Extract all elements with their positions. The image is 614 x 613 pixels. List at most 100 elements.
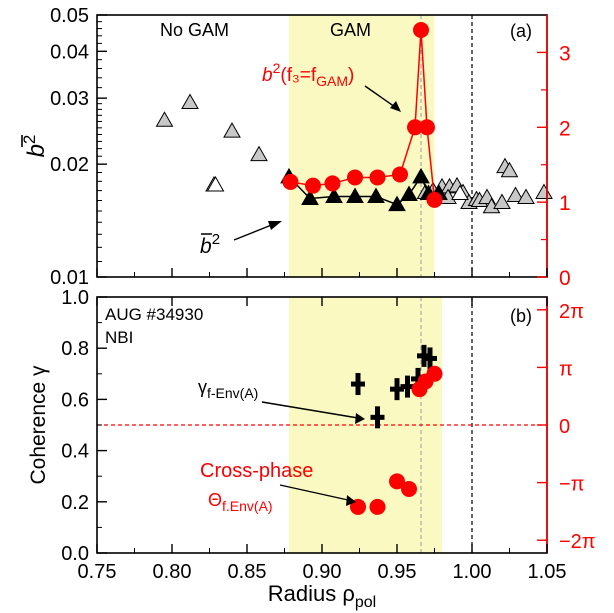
data-point-circle-red (347, 169, 363, 186)
data-point-triangle-gray (223, 122, 241, 138)
region-label-no-gam: No GAM (160, 20, 229, 40)
y-tick-label-b-right: 2π (559, 301, 584, 323)
data-point-triangle-gray (250, 145, 268, 162)
data-point-triangle-black (367, 187, 385, 203)
y-tick-label-b-left: 0.8 (61, 338, 89, 360)
data-point-circle-red (324, 175, 341, 192)
ann-red-mid: (f₃=f (280, 65, 316, 86)
series-line (290, 29, 436, 200)
y-axis-label-a: b2 (20, 135, 50, 158)
ann-gamma-sub: f-Env(A) (207, 385, 258, 401)
annotation-cross-phase-title: Cross-phase (200, 460, 313, 482)
y-label-a-sup: 2 (20, 135, 39, 144)
data-point-circle-red (305, 177, 321, 194)
ann-black-sup: 2 (212, 231, 220, 248)
annotation-cross-phase-arrow (279, 484, 349, 501)
data-point-circle-red (407, 119, 423, 136)
y-tick-label-a-left: 0.04 (50, 41, 89, 63)
y-tick-label-a-left: 0.01 (50, 267, 89, 289)
y-tick-label-b-left: 0.6 (61, 389, 89, 411)
annotation-cross-phase-arrowhead (346, 495, 356, 506)
annotation-b2-bar-arrowhead (268, 221, 282, 230)
data-point-circle-red (369, 498, 386, 515)
y-tick-label-b-right: 0 (559, 416, 570, 438)
y-tick-label-b-left: 0.4 (61, 441, 89, 463)
y-tick-label-b-left: 0.0 (61, 543, 89, 565)
data-marks-b (350, 344, 443, 515)
y-tick-label-a-right: 1 (559, 192, 571, 215)
data-point-circle-red (426, 191, 443, 208)
annotation-b2-fgam-arrowhead (390, 101, 401, 112)
panel-label-b: (b) (510, 306, 532, 326)
annotation-gamma: γf-Env(A) (198, 377, 365, 424)
data-point-circle-red (413, 21, 429, 38)
data-point-triangle-gray (535, 183, 553, 200)
annotation-theta-text: Θf.Env(A) (208, 490, 273, 514)
annotation-b2-bar: b2 (200, 221, 282, 258)
x-tick-label: 1.00 (453, 561, 492, 583)
y-tick-label-a-left: 0.05 (50, 5, 89, 27)
data-point-circle-red (369, 169, 386, 186)
x-tick-label: 0.90 (303, 561, 342, 583)
y-tick-label-a-right: 3 (559, 42, 571, 65)
ann-red-sup: 2 (273, 60, 281, 76)
ann-red-b: b (262, 65, 273, 86)
ann-theta-main: Θ (208, 490, 222, 510)
y-tick-label-b-right: π (559, 358, 573, 380)
y-axis-label-a-main: b2 (20, 135, 50, 158)
data-point-circle-red (389, 473, 405, 490)
x-tick-label: 0.95 (378, 561, 417, 583)
panel-label-a: (a) (510, 21, 532, 41)
ann-theta-sub: f.Env(A) (222, 498, 273, 514)
y-tick-label-b-right: −2π (559, 531, 596, 553)
y-tick-label-a-right: 2 (559, 117, 571, 140)
data-point-cross-horizontal (423, 355, 437, 361)
data-point-triangle-gray (506, 186, 525, 202)
data-point-circle-red (401, 481, 417, 497)
data-point-cross-horizontal (417, 353, 431, 359)
data-point-triangle-black (325, 187, 343, 203)
annotation-gamma-arrowhead (355, 413, 365, 424)
data-point-triangle-black (400, 185, 418, 201)
data-point-cross-horizontal (351, 381, 365, 387)
y-label-a-b: b (23, 144, 50, 157)
data-point-triangle-gray (181, 93, 199, 110)
data-point-triangle-gray (155, 111, 174, 127)
data-point-triangle-black (388, 195, 406, 212)
data-point-cross-horizontal (390, 386, 404, 392)
y-tick-label-a-left: 0.02 (50, 154, 89, 176)
data-point-triangle-black (412, 167, 430, 184)
data-point-triangle-gray (500, 161, 519, 178)
y-tick-label-b-left: 0.2 (61, 492, 89, 514)
x-tick-label: 0.80 (153, 561, 192, 583)
data-marks-a (155, 21, 553, 214)
x-tick-label: 1.05 (528, 561, 567, 583)
annotation-b2-fgam: b2(f₃=fGAM) (262, 60, 401, 112)
ticks-a: 0.01 0.02 0.03 0.04 0.05 0 1 2 3 (50, 5, 571, 290)
region-label-gam: GAM (330, 20, 371, 40)
annotation-b2-fgam-text: b2(f₃=fGAM) (262, 60, 354, 89)
data-point-triangle-black (301, 189, 319, 205)
annotation-b2-fgam-arrow (364, 85, 396, 108)
heating-label: NBI (105, 328, 133, 347)
data-point-triangle-white (451, 184, 469, 201)
annotation-b2-bar-text: b2 (200, 231, 220, 258)
data-point-circle-red (392, 166, 408, 183)
data-point-circle-red (350, 498, 366, 515)
ticks-b: 0.0 0.2 0.4 0.6 0.8 1.0 −2π −π 0 π 2π 0.75 0.80 0.85 0… (61, 287, 595, 583)
annotation-gamma-arrow (261, 401, 359, 419)
x-label-sub: pol (355, 594, 376, 611)
x-axis-label: Radius ρpol (268, 581, 376, 611)
gam-shaded-region-a (289, 15, 435, 277)
ann-black-b: b (200, 235, 212, 258)
annotation-gamma-text: γf-Env(A) (198, 377, 258, 401)
x-label-main: Radius ρ (268, 581, 355, 606)
data-point-triangle-gray (493, 193, 511, 210)
y-tick-label-b-left: 1.0 (61, 287, 89, 309)
data-point-circle-red (426, 365, 443, 382)
x-tick-label: 0.75 (78, 561, 117, 583)
data-point-cross-horizontal (400, 384, 415, 390)
data-point-triangle-white (206, 175, 225, 192)
